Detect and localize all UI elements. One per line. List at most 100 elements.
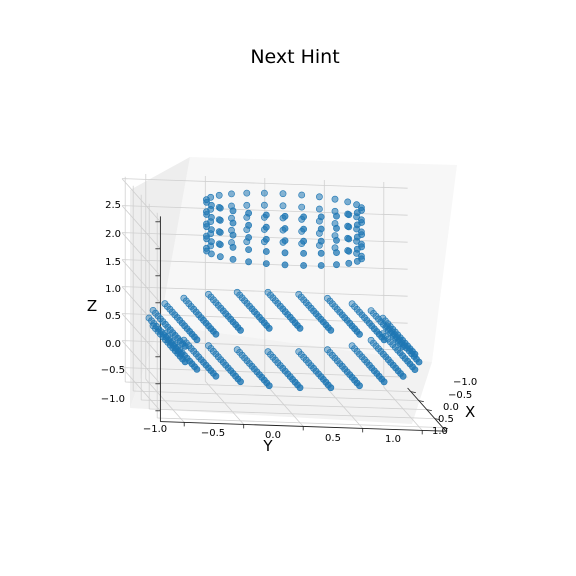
z-tick-label: 2.0	[105, 229, 121, 240]
y-tick-label: 0.0	[265, 430, 281, 441]
grid-line	[121, 259, 161, 304]
x-tick-label: 0.0	[443, 402, 459, 413]
scatter-point	[380, 378, 388, 386]
scatter-point	[265, 324, 273, 332]
scatter-point	[281, 261, 289, 269]
z-tick-label: 2.5	[105, 200, 121, 211]
x-tick-label: −0.5	[448, 390, 472, 401]
scatter-point	[324, 294, 331, 302]
scatter-point	[262, 211, 270, 219]
scatter-point	[237, 378, 244, 386]
scatter-point	[229, 255, 237, 263]
scatter-point	[298, 191, 306, 199]
grid-line	[121, 367, 408, 378]
scatter-point	[380, 336, 388, 344]
chart-title: Next Hint	[250, 46, 339, 68]
y-tick-label: −1.0	[143, 424, 167, 435]
scatter-point	[212, 372, 220, 380]
scatter-point	[281, 212, 289, 220]
scatter-point	[281, 237, 289, 244]
scatter-point	[345, 247, 353, 255]
scatter-point	[216, 253, 224, 261]
scatter-point	[216, 241, 224, 248]
scatter-point	[180, 294, 188, 302]
scatter-point	[262, 248, 270, 255]
scatter-point	[345, 223, 353, 231]
scatter-point	[399, 343, 407, 350]
scatter-point	[177, 350, 185, 358]
scatter-point	[281, 225, 289, 232]
scatter-point	[216, 216, 224, 224]
z-tick-label: 1.0	[105, 284, 121, 295]
grid-line	[121, 205, 161, 250]
scatter-point	[265, 382, 273, 390]
x-tick-mark	[410, 391, 416, 393]
x-tick-labels: −1.0 −0.5 0.0 0.5 1.0	[432, 377, 477, 437]
scatter-point	[300, 237, 307, 245]
scatter-point	[243, 189, 251, 197]
scatter-point	[353, 245, 361, 253]
scatter-points	[145, 189, 423, 392]
x-tick-label: −1.0	[453, 377, 477, 388]
scatter-point	[207, 226, 215, 233]
y-tick-label: 0.5	[325, 433, 341, 444]
x-axis-label: X	[465, 403, 475, 421]
y-axis-label: Y	[262, 437, 273, 455]
grid-line	[149, 408, 435, 419]
x-tick-mark	[426, 409, 432, 411]
scatter-point	[315, 193, 323, 201]
scatter-point	[411, 366, 419, 373]
scatter-point	[229, 243, 237, 251]
z-tick-label: 0.0	[105, 339, 121, 350]
scatter-point	[353, 257, 361, 265]
scatter-point	[296, 384, 304, 392]
scatter-point	[317, 213, 325, 221]
scatter-point	[207, 238, 215, 246]
grid-line	[121, 367, 161, 412]
x-tick-mark	[434, 418, 440, 420]
scatter-point	[345, 211, 353, 219]
scatter-point	[317, 225, 325, 233]
scatter-point	[344, 198, 352, 206]
scatter-point	[245, 234, 252, 241]
grid-line	[121, 232, 161, 277]
y-tick-label: 1.0	[385, 434, 401, 445]
scatter-point	[331, 195, 339, 203]
scatter-point	[262, 223, 270, 231]
scatter-point	[245, 209, 252, 217]
scatter-point	[215, 191, 223, 199]
scatter-point	[300, 249, 307, 257]
scatter-point	[233, 346, 241, 354]
scatter-point	[300, 213, 307, 221]
scatter-point	[279, 190, 287, 198]
scatter-point	[237, 326, 244, 334]
grid-line	[157, 417, 443, 428]
scatter-point	[333, 236, 340, 244]
x-tick-label: 1.0	[432, 426, 448, 437]
scatter-point	[279, 202, 287, 210]
scatter-point	[207, 213, 215, 221]
scatter-point	[327, 326, 335, 334]
grid-line	[121, 313, 161, 358]
x-tick-label: 0.5	[438, 414, 454, 425]
scatter-point	[281, 249, 289, 257]
scatter-point	[216, 228, 224, 236]
scatter-point	[333, 249, 340, 256]
scatter-point	[262, 235, 270, 243]
grid-line	[133, 390, 419, 401]
scatter-point	[327, 384, 335, 392]
z-tick-label: 1.5	[105, 257, 121, 268]
scatter-point	[353, 233, 361, 241]
scatter-point	[298, 203, 306, 211]
scatter-point	[300, 262, 307, 269]
y-tick-label: −0.5	[201, 428, 225, 439]
scatter-point	[181, 342, 189, 350]
scatter-point	[317, 262, 325, 269]
scatter-point	[193, 365, 201, 373]
scatter-point	[415, 358, 423, 366]
scatter-point	[245, 246, 252, 253]
grid-line	[121, 340, 161, 385]
scatter-point	[181, 358, 189, 366]
scatter-point	[262, 260, 270, 267]
